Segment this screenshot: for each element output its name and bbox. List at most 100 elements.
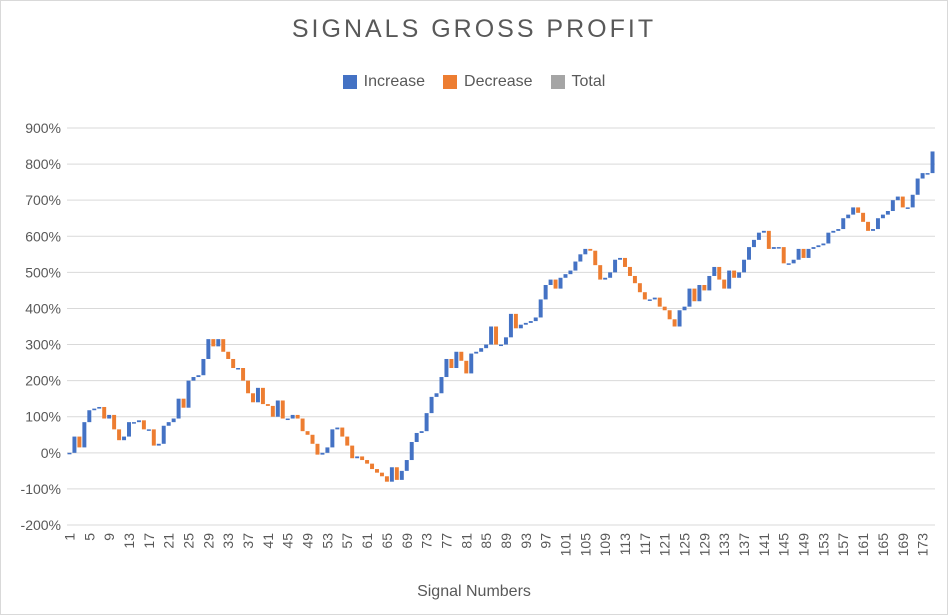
waterfall-bar xyxy=(82,422,87,448)
waterfall-bar xyxy=(404,460,409,471)
y-tick-label: -100% xyxy=(21,481,61,497)
x-tick-label: 153 xyxy=(815,533,831,557)
x-tick-label: 145 xyxy=(776,533,792,557)
y-tick-label: 600% xyxy=(25,228,61,244)
waterfall-bar xyxy=(454,351,459,369)
waterfall-bar xyxy=(558,277,563,289)
waterfall-bar xyxy=(310,434,315,444)
waterfall-bar xyxy=(107,414,112,419)
waterfall-bar xyxy=(637,283,642,293)
waterfall-bar xyxy=(444,358,449,378)
waterfall-bar xyxy=(365,460,370,464)
legend-label-decrease: Decrease xyxy=(464,73,533,90)
waterfall-bar xyxy=(900,196,905,208)
x-tick-label: 85 xyxy=(478,533,494,549)
waterfall-bar xyxy=(335,427,340,430)
x-tick-label: 101 xyxy=(557,533,573,557)
waterfall-bar xyxy=(315,443,320,455)
x-tick-label: 49 xyxy=(300,533,316,549)
waterfall-bar xyxy=(642,292,647,300)
waterfall-bar xyxy=(518,324,523,329)
waterfall-bar xyxy=(131,422,136,424)
x-tick-label: 33 xyxy=(220,533,236,549)
waterfall-bar xyxy=(647,299,652,301)
y-tick-label: 500% xyxy=(25,264,61,280)
waterfall-bar xyxy=(846,214,851,219)
waterfall-bar xyxy=(265,404,270,406)
x-tick-label: 149 xyxy=(796,533,812,557)
waterfall-bar xyxy=(508,313,513,338)
y-tick-label: 300% xyxy=(25,337,61,353)
x-tick-label: 169 xyxy=(895,533,911,557)
x-tick-label: 77 xyxy=(438,533,454,549)
waterfall-bar xyxy=(796,248,801,260)
waterfall-bar xyxy=(196,375,201,378)
waterfall-bar xyxy=(206,339,211,359)
waterfall-bar xyxy=(127,422,131,437)
x-tick-label: 109 xyxy=(597,533,613,557)
waterfall-bar xyxy=(409,441,414,461)
x-tick-label: 65 xyxy=(379,533,395,549)
waterfall-bar xyxy=(885,211,890,215)
waterfall-bar xyxy=(732,270,737,278)
legend-item-decrease: Decrease xyxy=(443,73,533,91)
waterfall-bar xyxy=(379,472,384,477)
legend-swatch-increase xyxy=(342,75,357,89)
waterfall-bar xyxy=(776,247,781,249)
waterfall-bar xyxy=(290,414,295,419)
waterfall-bar xyxy=(414,432,419,442)
waterfall-bar xyxy=(672,319,677,327)
waterfall-bar xyxy=(806,248,811,258)
waterfall-bar xyxy=(355,456,360,459)
x-tick-label: 117 xyxy=(637,533,653,556)
x-tick-label: 165 xyxy=(875,533,891,557)
x-tick-label: 97 xyxy=(538,533,554,549)
waterfall-bar xyxy=(424,413,429,432)
waterfall-bar xyxy=(394,467,399,480)
waterfall-bar xyxy=(861,212,866,222)
x-tick-label: 45 xyxy=(280,533,296,549)
waterfall-bar xyxy=(652,297,657,300)
waterfall-bar xyxy=(627,266,632,276)
waterfall-bar xyxy=(211,339,216,347)
waterfall-bar xyxy=(761,230,766,233)
waterfall-bar xyxy=(92,408,97,411)
waterfall-bar xyxy=(568,270,573,275)
chart-legend: Increase Decrease Total xyxy=(1,73,947,91)
waterfall-bar xyxy=(270,405,275,417)
waterfall-bar xyxy=(930,151,935,174)
y-tick-label: -200% xyxy=(21,517,61,533)
waterfall-bar xyxy=(345,436,350,446)
waterfall-bar xyxy=(186,380,191,408)
waterfall-bar xyxy=(737,272,742,278)
waterfall-bar xyxy=(72,436,77,453)
x-tick-label: 125 xyxy=(677,533,693,557)
waterfall-bar xyxy=(370,463,375,470)
y-tick-label: 0% xyxy=(41,445,61,461)
waterfall-bar xyxy=(112,414,117,430)
waterfall-bar xyxy=(275,400,280,417)
waterfall-bar xyxy=(216,339,221,347)
x-tick-label: 9 xyxy=(101,533,117,541)
waterfall-bar xyxy=(171,418,176,423)
waterfall-bar xyxy=(717,266,722,280)
waterfall-bar xyxy=(851,207,856,215)
waterfall-bar xyxy=(920,173,925,179)
x-tick-label: 137 xyxy=(736,533,752,557)
waterfall-bar xyxy=(489,326,494,345)
waterfall-bar xyxy=(687,288,692,307)
waterfall-bar xyxy=(285,418,290,421)
x-tick-label: 25 xyxy=(181,533,197,549)
waterfall-bar xyxy=(340,427,345,437)
waterfall-bar xyxy=(449,358,454,369)
waterfall-bar xyxy=(503,337,508,345)
waterfall-bar xyxy=(236,368,241,370)
x-tick-label: 105 xyxy=(577,533,593,557)
y-tick-label: 800% xyxy=(25,156,61,172)
waterfall-bar xyxy=(866,221,871,231)
waterfall-bar xyxy=(166,422,171,426)
waterfall-bar xyxy=(742,259,747,273)
waterfall-bar xyxy=(389,467,394,482)
